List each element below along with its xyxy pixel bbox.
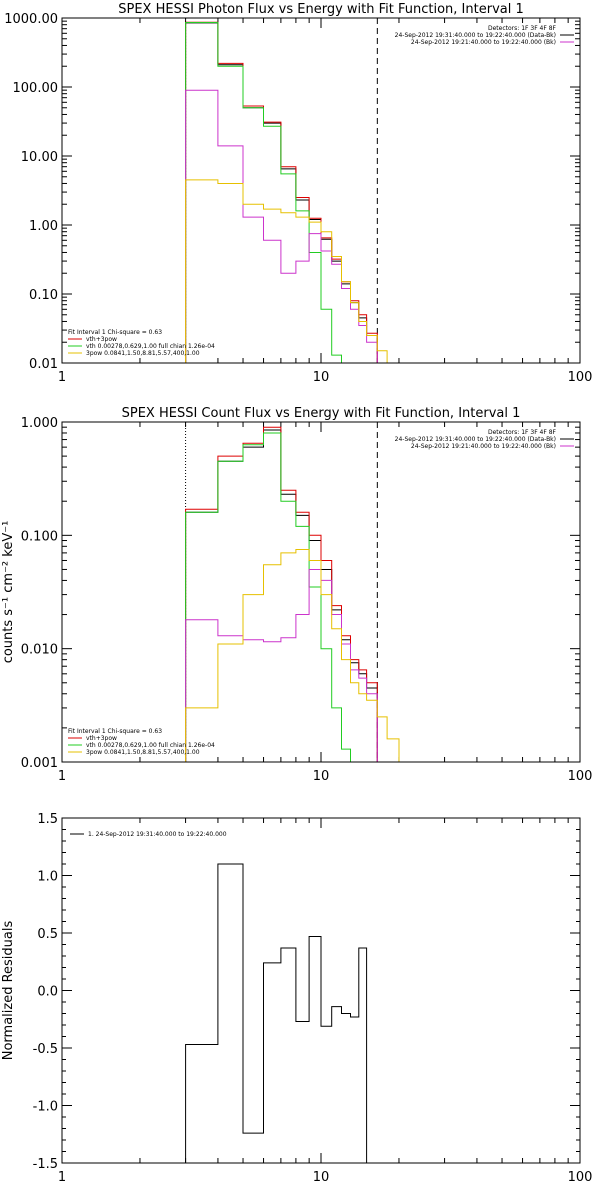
plot-frame (61, 17, 581, 364)
series-3-line (185, 22, 351, 363)
x-tick-label: 10 (313, 1170, 330, 1185)
y-tick-label: -1.0 (33, 1100, 58, 1115)
series-2-line (185, 426, 378, 762)
series-5-line (185, 549, 400, 762)
legend-top-right-entry: 24-Sep-2012 19:31:40.000 to 19:22:40.000… (395, 436, 556, 443)
legend-bottom-left-entry: vth+3pow (86, 735, 117, 742)
y-tick-label: 0.01 (29, 357, 58, 372)
chart-panel-3: Normalized Residuals 1 10 100 -1.5 -1.0 -0.5 0.… (1, 812, 592, 1185)
legend-top-left-entry: 1. 24-Sep-2012 19:31:40.000 to 19:22:40.… (88, 831, 227, 838)
x-tick-label: 100 (568, 370, 593, 385)
y-tick-label: 0.010 (21, 643, 58, 658)
plot-area (185, 426, 400, 762)
series-4-line (185, 89, 378, 363)
legend-bottom-left-entry: 3pow 0.0841,1.50,8.81,5.57,400,1.00 (86, 350, 200, 357)
y-axis-label: Normalized Residuals (1, 921, 16, 1061)
series-3-line (185, 432, 351, 762)
series-4-line (185, 569, 378, 762)
legend-top-right-entry: Detectors: 1F 3F 4F 8F (488, 429, 557, 436)
y-tick-label: 0.5 (37, 927, 58, 942)
legend-top-right-entry: 24-Sep-2012 19:21:40.000 to 19:22:40.000… (411, 443, 556, 450)
legend-bottom-left-entry: vth 0.00278,0.629,1.00 full chian 1.26e-… (86, 343, 215, 350)
y-axis-label: counts s⁻¹ cm⁻² keV⁻¹ (1, 521, 16, 664)
chart-title: SPEX HESSI Photon Flux vs Energy with Fi… (118, 2, 524, 17)
y-tick-label: -0.5 (33, 1042, 58, 1057)
x-tick-label: 1 (58, 370, 66, 385)
legend-top-right-entry: 24-Sep-2012 19:21:40.000 to 19:22:40.000… (411, 39, 556, 46)
legend-bottom-left-entry: vth+3pow (86, 336, 117, 343)
y-tick-label: 1.000 (21, 416, 58, 431)
y-tick-label: 0.001 (21, 756, 58, 771)
x-tick-label: 10 (313, 769, 330, 784)
y-tick-label: 0.100 (21, 529, 58, 544)
y-tick-label: -1.5 (33, 1157, 58, 1172)
series-5-line (185, 179, 400, 363)
y-tick-label: 0.0 (37, 985, 58, 1000)
legend-top-right-entry: 24-Sep-2012 19:31:40.000 to 19:22:40.000… (395, 32, 556, 39)
plot-area (185, 863, 368, 1163)
legend-top-right-entry: Detectors: 1F 3F 4F 8F (488, 25, 557, 32)
series-1-line (185, 863, 368, 1163)
legend-bottom-left-entry: vth 0.00278,0.629,1.00 full chian 1.26e-… (86, 742, 215, 749)
x-tick-label: 1 (58, 1170, 66, 1185)
y-tick-label: 0.10 (29, 288, 58, 303)
x-tick-label: 10 (313, 370, 330, 385)
y-tick-label: 1.0 (37, 870, 58, 885)
x-tick-label: 100 (568, 1170, 593, 1185)
series-2-line (185, 21, 378, 363)
chart-title: SPEX HESSI Count Flux vs Energy with Fit… (122, 406, 521, 421)
plot-frame (61, 817, 581, 1164)
chart-panel-2: SPEX HESSI Count Flux vs Energy with Fit… (1, 406, 592, 784)
plot-frame (61, 421, 581, 763)
x-tick-label: 100 (568, 769, 593, 784)
legend-bottom-left-entry: Fit Interval 1 Chi-square = 0.63 (68, 329, 162, 336)
series-1-line (185, 22, 378, 363)
y-tick-label: 10.00 (21, 150, 58, 165)
x-tick-label: 1 (58, 769, 66, 784)
series-1-line (185, 429, 378, 762)
y-tick-label: 100.00 (13, 81, 59, 96)
y-tick-label: 1000.00 (4, 12, 58, 27)
legend-bottom-left-entry: 3pow 0.0841,1.50,8.81,5.57,400,1.00 (86, 749, 200, 756)
chart-panel-1: SPEX HESSI Photon Flux vs Energy with Fi… (4, 2, 592, 385)
y-tick-label: 1.00 (29, 219, 58, 234)
plot-area (185, 21, 400, 363)
legend-bottom-left-entry: Fit Interval 1 Chi-square = 0.63 (68, 728, 162, 735)
y-tick-label: 1.5 (37, 812, 58, 827)
